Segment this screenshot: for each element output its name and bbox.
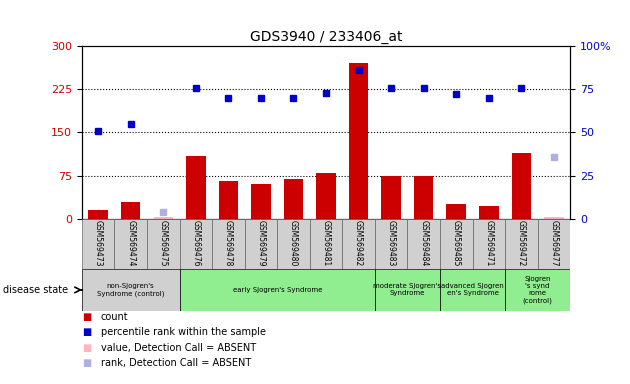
Bar [381, 176, 401, 219]
Text: disease state: disease state [3, 285, 68, 295]
Text: ■: ■ [82, 327, 91, 337]
Text: ■: ■ [82, 343, 91, 353]
Text: GSM569479: GSM569479 [256, 220, 265, 266]
Bar [219, 182, 238, 219]
Text: ■: ■ [82, 312, 91, 322]
Bar [310, 219, 342, 269]
Text: GSM569476: GSM569476 [192, 220, 200, 266]
Text: GSM569471: GSM569471 [484, 220, 493, 266]
Bar [121, 202, 140, 219]
Text: ■: ■ [82, 358, 91, 368]
Text: GSM569480: GSM569480 [289, 220, 298, 266]
Text: moderate Sjogren's
Syndrome: moderate Sjogren's Syndrome [374, 283, 442, 296]
Bar [440, 219, 472, 269]
Bar [472, 219, 505, 269]
Bar [505, 269, 570, 311]
Text: GSM569483: GSM569483 [387, 220, 396, 266]
Bar [147, 219, 180, 269]
Bar [115, 219, 147, 269]
Text: percentile rank within the sample: percentile rank within the sample [101, 327, 266, 337]
Bar [180, 219, 212, 269]
Text: advanced Sjogren
en's Syndrome: advanced Sjogren en's Syndrome [441, 283, 504, 296]
Bar [512, 152, 531, 219]
Text: early Sjogren's Syndrome: early Sjogren's Syndrome [232, 287, 322, 293]
Text: GSM569472: GSM569472 [517, 220, 526, 266]
Bar [544, 217, 564, 219]
Bar [537, 219, 570, 269]
Bar [505, 219, 537, 269]
Bar [88, 210, 108, 219]
Bar [375, 269, 440, 311]
Text: GSM569478: GSM569478 [224, 220, 233, 266]
Bar [154, 217, 173, 219]
Text: GSM569475: GSM569475 [159, 220, 168, 266]
Bar [414, 176, 433, 219]
Bar [212, 219, 244, 269]
Text: GSM569473: GSM569473 [94, 220, 103, 266]
Text: value, Detection Call = ABSENT: value, Detection Call = ABSENT [101, 343, 256, 353]
Bar [180, 269, 375, 311]
Bar [349, 63, 369, 219]
Bar [82, 219, 115, 269]
Bar [277, 219, 310, 269]
Bar [251, 184, 271, 219]
Bar [479, 206, 498, 219]
Text: GSM569477: GSM569477 [549, 220, 558, 266]
Bar [284, 179, 303, 219]
Text: Sjogren
's synd
rome
(control): Sjogren 's synd rome (control) [523, 276, 553, 304]
Text: GSM569484: GSM569484 [419, 220, 428, 266]
Title: GDS3940 / 233406_at: GDS3940 / 233406_at [249, 30, 403, 44]
Bar [342, 219, 375, 269]
Text: GSM569481: GSM569481 [321, 220, 331, 266]
Text: GSM569485: GSM569485 [452, 220, 461, 266]
Bar [375, 219, 408, 269]
Bar [82, 269, 180, 311]
Bar [244, 219, 277, 269]
Text: count: count [101, 312, 129, 322]
Bar [186, 156, 205, 219]
Text: rank, Detection Call = ABSENT: rank, Detection Call = ABSENT [101, 358, 251, 368]
Bar [316, 173, 336, 219]
Text: GSM569474: GSM569474 [126, 220, 135, 266]
Bar [447, 204, 466, 219]
Text: non-Sjogren's
Syndrome (control): non-Sjogren's Syndrome (control) [97, 283, 164, 297]
Bar [408, 219, 440, 269]
Bar [440, 269, 505, 311]
Text: GSM569482: GSM569482 [354, 220, 363, 266]
